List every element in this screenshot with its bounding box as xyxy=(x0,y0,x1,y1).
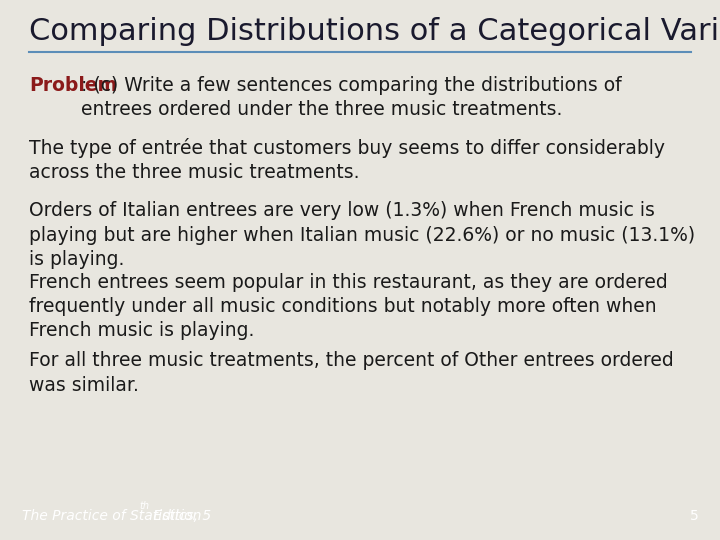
Text: Problem: Problem xyxy=(29,76,117,95)
Text: The Practice of Statistics, 5: The Practice of Statistics, 5 xyxy=(22,509,211,523)
Text: th: th xyxy=(139,501,149,511)
Text: : (c) Write a few sentences comparing the distributions of
entrees ordered under: : (c) Write a few sentences comparing th… xyxy=(81,76,622,119)
Text: The type of entrée that customers buy seems to differ considerably
across the th: The type of entrée that customers buy se… xyxy=(29,138,665,182)
Text: For all three music treatments, the percent of Other entrees ordered
was similar: For all three music treatments, the perc… xyxy=(29,352,673,395)
Text: 5: 5 xyxy=(690,509,698,523)
Text: Edition: Edition xyxy=(149,509,202,523)
Text: French entrees seem popular in this restaurant, as they are ordered
frequently u: French entrees seem popular in this rest… xyxy=(29,273,667,340)
Text: Orders of Italian entrees are very low (1.3%) when French music is
playing but a: Orders of Italian entrees are very low (… xyxy=(29,201,695,269)
Text: Comparing Distributions of a Categorical Variable: Comparing Distributions of a Categorical… xyxy=(29,17,720,46)
